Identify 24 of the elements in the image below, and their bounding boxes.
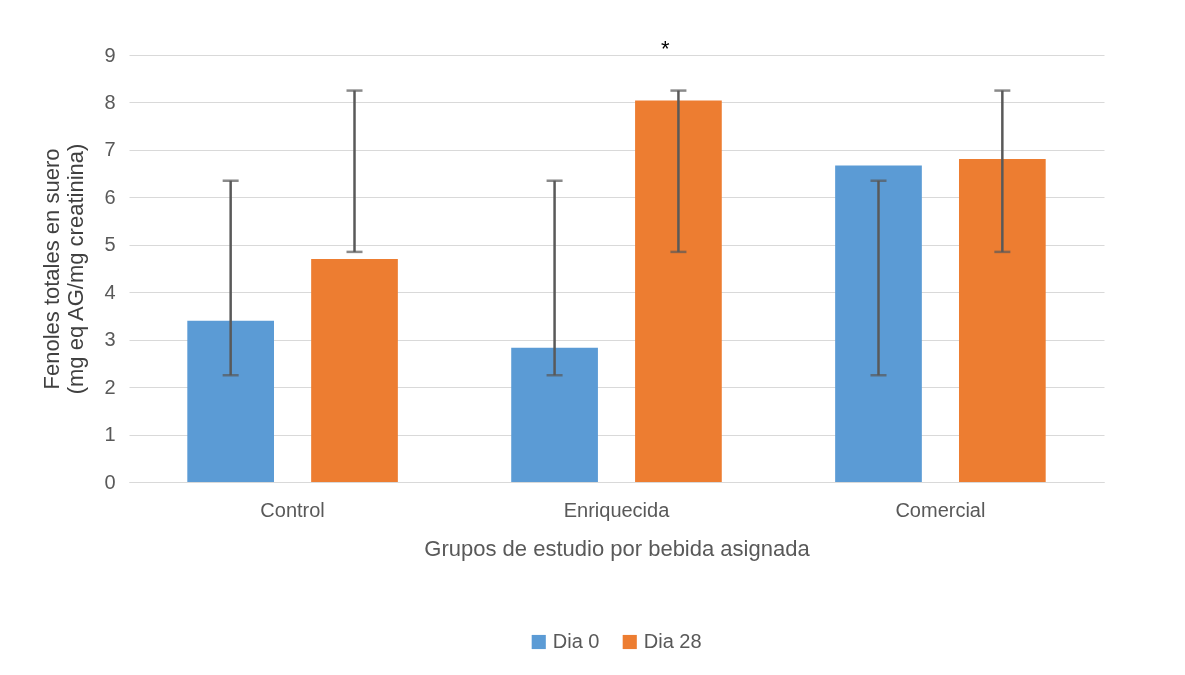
bar: [187, 320, 274, 482]
y-tick-label: 3: [104, 328, 116, 351]
y-tick-label: 6: [104, 185, 116, 208]
x-tick-label: Comercial: [895, 498, 986, 521]
bar: [635, 100, 722, 482]
bar: [835, 165, 922, 482]
bar: [511, 347, 598, 482]
x-tick-label: Enriquecida: [563, 498, 671, 521]
y-tick-label: 9: [104, 43, 116, 66]
x-axis-title: Grupos de estudio por bebida asignada: [424, 535, 811, 561]
bar: [959, 158, 1046, 482]
x-tick-label: Control: [260, 498, 325, 521]
y-tick-label: 1: [104, 423, 116, 446]
annotation: *: [660, 36, 670, 61]
y-tick-label: 4: [104, 280, 116, 303]
y-tick-label: 2: [104, 375, 116, 398]
y-axis-title: Fenoles totales en suero (mg eq AG/mg creatinina): [39, 143, 89, 395]
y-tick-label: 0: [104, 470, 116, 493]
legend-label: Dia 0: [552, 630, 600, 652]
y-tick-label: 7: [104, 138, 116, 161]
bar: [311, 259, 398, 482]
y-tick-label: 5: [104, 233, 116, 256]
y-tick-label: 8: [104, 90, 116, 113]
legend-label: Dia 28: [643, 630, 702, 652]
